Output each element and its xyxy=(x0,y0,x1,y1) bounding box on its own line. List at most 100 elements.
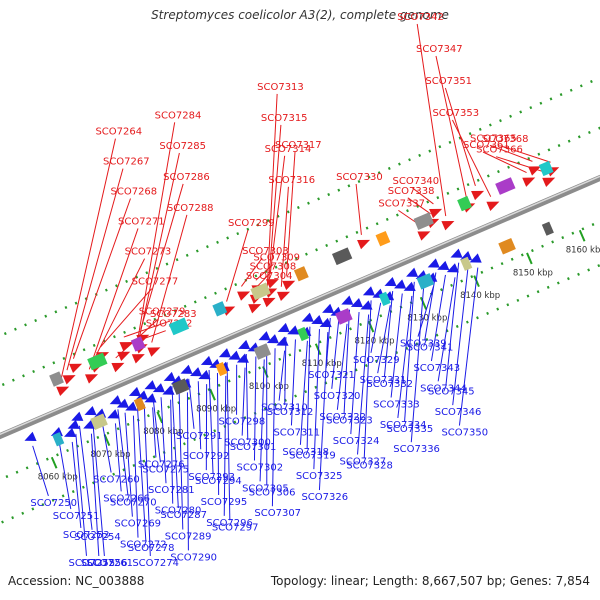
forward-gene-arrow xyxy=(417,231,431,241)
forward-gene-label: SCO7267 xyxy=(103,157,150,168)
reverse-gene-leader xyxy=(390,293,403,398)
forward-gene-leader xyxy=(88,228,139,370)
reverse-gene-label: SCO7300 xyxy=(224,438,271,449)
reverse-gene-arrow xyxy=(384,276,397,287)
forward-gene-leader xyxy=(269,155,286,275)
reverse-gene-label: SCO7327 xyxy=(340,456,387,467)
scale-tick-label: 8150 kbp xyxy=(513,268,553,278)
forward-gene-leader xyxy=(407,197,431,215)
reverse-gene-arrow xyxy=(341,295,354,305)
reverse-gene-leader xyxy=(32,445,49,497)
reverse-gene-label: SCO7281 xyxy=(148,485,195,496)
reverse-gene-arrow xyxy=(277,322,290,333)
forward-gene-label: SCO7330 xyxy=(336,172,383,183)
scale-tick xyxy=(578,229,586,242)
forward-gene-arrow xyxy=(56,386,70,396)
reverse-gene-leader xyxy=(143,404,151,557)
genome-summary: Topology: linear; Length: 8,667,507 bp; … xyxy=(270,574,590,588)
reverse-gene-label: SCO7332 xyxy=(366,379,413,390)
reverse-gene-leader xyxy=(410,284,425,443)
reverse-gene-leader xyxy=(271,348,276,507)
reverse-gene-arrow xyxy=(276,336,289,346)
reverse-gene-leader xyxy=(208,370,214,475)
forward-gene-leader xyxy=(100,288,153,348)
forward-gene-arrow xyxy=(542,177,556,188)
reverse-gene-label: SCO7319 xyxy=(289,451,336,462)
reverse-gene-leader xyxy=(136,400,147,542)
reverse-gene-arrow xyxy=(128,386,141,397)
reverse-gene-leader xyxy=(290,339,296,426)
reverse-gene-leader xyxy=(350,312,360,435)
reverse-gene-leader xyxy=(325,317,331,368)
feature-block xyxy=(52,432,65,447)
forward-gene-leader xyxy=(135,122,176,350)
reverse-gene-leader xyxy=(124,412,133,517)
forward-gene-label: SCO7316 xyxy=(268,175,315,186)
forward-gene-arrow xyxy=(486,201,500,211)
feature-block xyxy=(378,291,391,306)
reverse-gene-label: SCO7345 xyxy=(428,387,475,398)
reverse-gene-label: SCO7261 xyxy=(86,558,133,569)
reverse-gene-label: SCO7296 xyxy=(206,518,253,529)
reverse-gene-arrow xyxy=(163,371,176,382)
feature-block xyxy=(460,256,473,271)
reverse-gene-label: SCO7331 xyxy=(360,375,407,386)
forward-gene-label: SCO7308 xyxy=(250,262,297,273)
reverse-gene-label: SCO7293 xyxy=(188,472,235,483)
forward-gene-arrow xyxy=(119,342,133,352)
feature-block xyxy=(495,177,516,195)
reverse-gene-arrow xyxy=(437,260,450,271)
reverse-gene-label: SCO7270 xyxy=(110,497,157,508)
forward-gene-leader xyxy=(496,156,547,174)
forward-gene-label: SCO7264 xyxy=(95,127,142,138)
reverse-gene-leader xyxy=(171,386,179,509)
forward-gene-arrow xyxy=(237,291,251,301)
forward-gene-label: SCO7342 xyxy=(397,12,444,23)
feature-block xyxy=(215,361,228,377)
forward-gene-label: SCO7279 xyxy=(139,307,186,318)
reverse-gene-label: SCO7324 xyxy=(333,436,380,447)
feature-block xyxy=(457,195,472,212)
forward-gene-label: SCO7351 xyxy=(425,76,472,87)
reverse-gene-leader xyxy=(377,305,391,374)
reverse-gene-leader xyxy=(170,399,174,504)
forward-gene-leader xyxy=(266,93,278,293)
reverse-gene-arrow xyxy=(109,395,122,405)
forward-gene-leader xyxy=(66,168,124,371)
reverse-gene-label: SCO7318 xyxy=(282,447,329,458)
reverse-gene-arrow xyxy=(162,385,175,395)
reverse-gene-label: SCO7344 xyxy=(420,383,467,394)
reverse-gene-label: SCO7250 xyxy=(30,498,77,509)
feature-block xyxy=(297,326,310,342)
reverse-gene-label: SCO7305 xyxy=(242,483,289,494)
forward-gene-label: SCO7283 xyxy=(150,309,197,320)
scale-tick xyxy=(50,456,58,469)
reverse-gene-leader xyxy=(284,337,287,406)
forward-gene-leader xyxy=(482,151,527,174)
reverse-gene-leader xyxy=(370,302,382,353)
forward-gene-leader xyxy=(60,138,116,382)
feature-block xyxy=(250,282,271,301)
reverse-gene-leader xyxy=(58,440,72,510)
reverse-gene-label: SCO7329 xyxy=(353,355,400,366)
reverse-gene-leader xyxy=(245,354,249,441)
forward-gene-label: SCO7347 xyxy=(416,44,463,55)
feature-block xyxy=(293,266,309,282)
reverse-gene-leader xyxy=(78,425,93,530)
reverse-gene-leader xyxy=(114,423,122,492)
reverse-gene-leader xyxy=(306,326,311,449)
reverse-gene-leader xyxy=(383,291,394,378)
reverse-gene-label: SCO7307 xyxy=(254,508,301,519)
forward-gene-leader xyxy=(412,187,434,205)
forward-gene-arrow xyxy=(111,362,125,373)
reverse-gene-arrow xyxy=(406,267,419,277)
forward-gene-label: SCO7285 xyxy=(159,141,206,152)
forward-gene-arrow xyxy=(522,177,536,187)
reverse-gene-label: SCO7325 xyxy=(296,471,343,482)
forward-gene-leader xyxy=(140,183,184,330)
reverse-gene-label: SCO7335 xyxy=(387,424,434,435)
forward-gene-arrow xyxy=(528,166,542,176)
forward-gene-label: SCO7340 xyxy=(393,176,440,187)
reverse-gene-leader xyxy=(437,277,456,382)
